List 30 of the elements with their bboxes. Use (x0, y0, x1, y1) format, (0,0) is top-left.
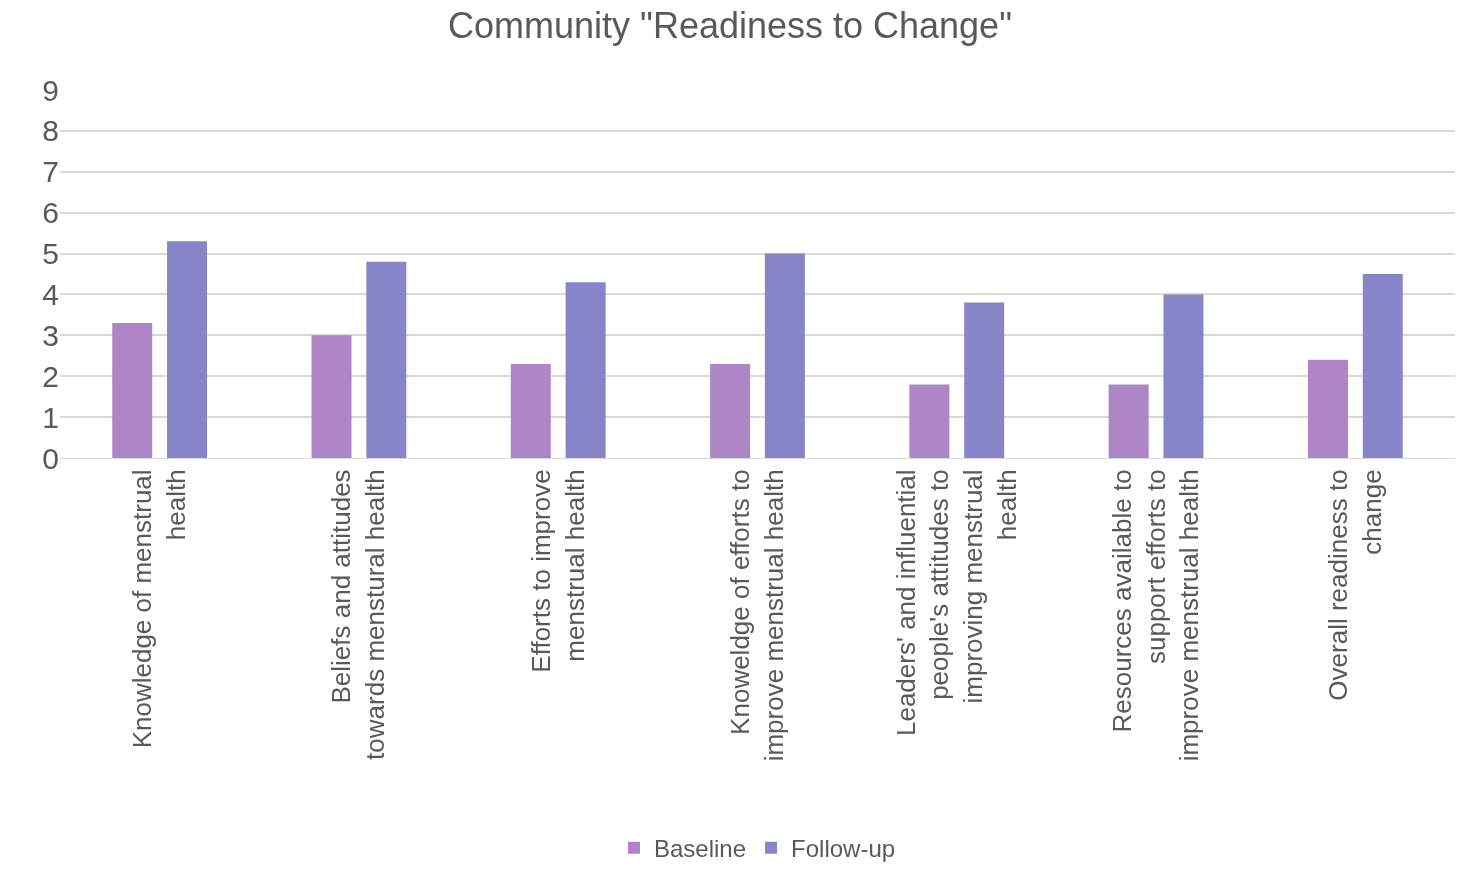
y-tick-label: 9 (42, 73, 59, 107)
y-tick-label: 7 (42, 155, 59, 189)
bar (366, 261, 407, 458)
y-tick-label: 5 (42, 237, 59, 271)
bar (1362, 274, 1403, 458)
bar (311, 335, 352, 458)
y-tick-label: 3 (42, 318, 59, 352)
legend-label: Baseline (654, 835, 747, 863)
y-tick-label: 1 (42, 400, 59, 434)
chart-title: Community "Readiness to Change" (448, 5, 1012, 47)
bar (1108, 384, 1149, 458)
y-tick-label: 2 (42, 359, 59, 393)
legend-label: Follow-up (791, 835, 896, 863)
bar (167, 241, 208, 458)
y-tick-label: 8 (42, 114, 59, 148)
bar (1163, 294, 1204, 458)
bar (710, 363, 751, 458)
y-tick-label: 6 (42, 196, 59, 230)
bar (565, 282, 606, 458)
x-tick-label: Leaders' and influential people's attitudes to improving menstrual health (890, 469, 1022, 737)
bar (764, 253, 805, 458)
y-tick-label: 0 (42, 441, 59, 475)
bar (112, 323, 153, 458)
bar (510, 363, 551, 458)
bar (1307, 359, 1348, 458)
x-tick-label: Overall readiness to change (1322, 469, 1387, 701)
bar (909, 384, 950, 458)
bar (964, 302, 1005, 458)
y-tick-label: 4 (42, 277, 59, 311)
x-tick-label: Knowledge of menstrual health (127, 469, 191, 749)
